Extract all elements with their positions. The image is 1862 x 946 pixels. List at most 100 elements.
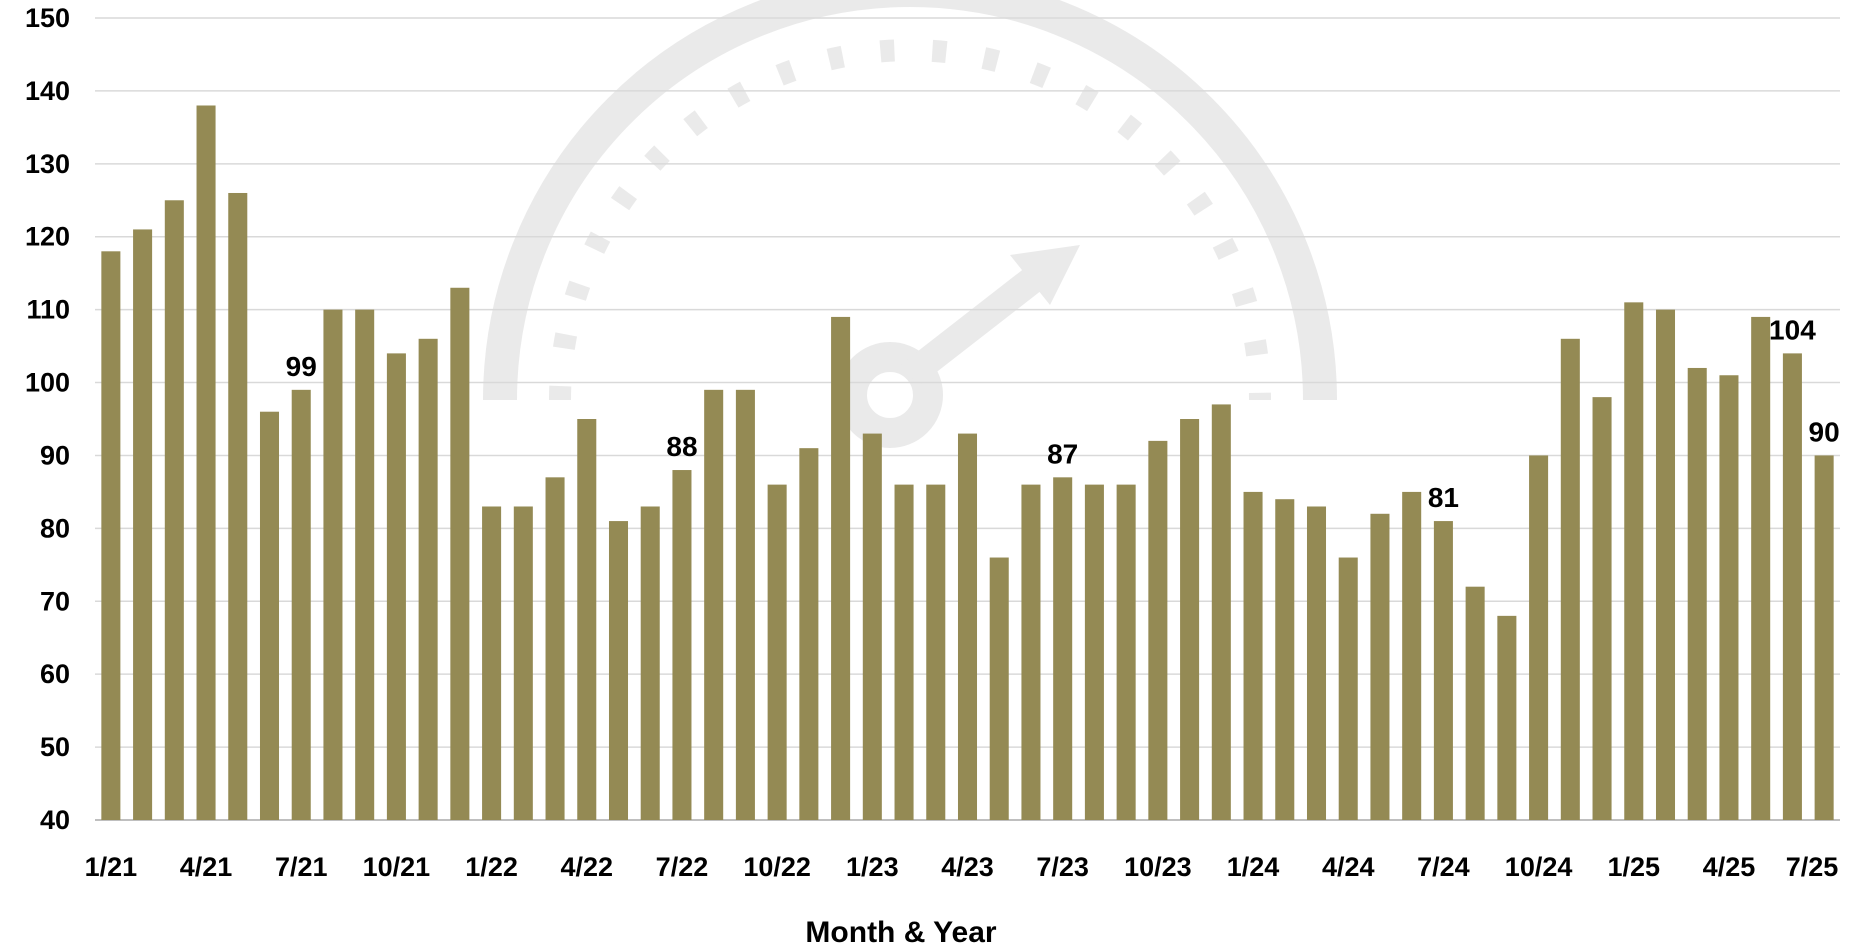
y-tick-label: 120 [25, 222, 70, 252]
bar [1370, 513, 1390, 820]
gridlines [95, 17, 1840, 821]
bar [482, 506, 502, 820]
bar [1084, 484, 1104, 820]
bar [1624, 302, 1644, 820]
x-tick-label: 10/22 [743, 852, 811, 882]
y-tick-label: 140 [25, 76, 70, 106]
bar [957, 433, 978, 820]
bar [735, 389, 755, 820]
bar [418, 338, 438, 820]
x-tick-label: 4/21 [180, 852, 233, 882]
bar [259, 411, 280, 820]
bar [1402, 491, 1422, 820]
x-axis-title: Month & Year [805, 916, 996, 946]
bar [1687, 367, 1707, 820]
bar [323, 309, 343, 820]
bar [831, 316, 851, 820]
data-label: 104 [1769, 314, 1816, 345]
bar [608, 521, 629, 820]
data-label: 81 [1428, 482, 1459, 513]
data-label: 99 [286, 351, 317, 382]
bar [926, 484, 946, 820]
bar [196, 105, 216, 820]
x-tick-label: 10/24 [1505, 852, 1573, 882]
bar [1180, 419, 1200, 820]
bar [1529, 455, 1549, 820]
x-tick-label: 4/25 [1703, 852, 1756, 882]
bars [101, 105, 1834, 821]
bar [1433, 521, 1453, 820]
bar [386, 353, 406, 820]
bar [1243, 491, 1263, 820]
bar [672, 470, 692, 820]
x-tick-label: 4/22 [560, 852, 613, 882]
y-tick-label: 130 [25, 149, 70, 179]
bar [1592, 397, 1612, 820]
y-tick-label: 110 [26, 295, 70, 325]
x-tick-label: 1/22 [465, 852, 518, 882]
bar [1306, 506, 1327, 820]
bar [1465, 586, 1485, 820]
bar [355, 309, 375, 820]
bar [545, 477, 565, 820]
x-tick-label: 7/21 [275, 852, 328, 882]
x-tick-label: 1/24 [1227, 852, 1280, 882]
bar [1211, 404, 1231, 820]
watermark-logo [483, 0, 1337, 448]
bar [450, 287, 470, 820]
bar [1560, 338, 1580, 820]
x-tick-label: 10/23 [1124, 852, 1192, 882]
bar [767, 484, 787, 820]
y-tick-label: 60 [40, 659, 70, 689]
data-labels: 99 88 87 81 104 90 [286, 314, 1840, 513]
bar [1053, 477, 1073, 820]
x-axis: 1/21 4/21 7/21 10/21 1/22 4/22 7/22 10/22 1/23 4/… [85, 852, 1839, 882]
x-tick-label: 7/22 [656, 852, 709, 882]
bar [1814, 455, 1834, 820]
bar [577, 419, 597, 820]
y-tick-label: 40 [40, 805, 70, 835]
bar [101, 251, 121, 821]
x-tick-label: 1/25 [1607, 852, 1660, 882]
bar [228, 192, 248, 820]
bar [894, 484, 914, 820]
x-tick-label: 4/24 [1322, 852, 1375, 882]
data-label: 87 [1047, 438, 1078, 469]
bar [1148, 440, 1168, 820]
y-axis: 40 50 60 70 80 90 100 110 120 130 140 150 [25, 3, 70, 835]
bar [862, 433, 882, 820]
bar [1497, 615, 1517, 820]
bar [1655, 309, 1676, 820]
bar [1338, 557, 1358, 820]
data-label: 88 [666, 431, 697, 462]
bar [640, 506, 660, 820]
x-tick-label: 1/23 [846, 852, 899, 882]
bar [704, 389, 724, 820]
x-tick-label: 1/21 [85, 852, 138, 882]
y-tick-label: 100 [25, 368, 70, 398]
y-tick-label: 50 [40, 732, 70, 762]
y-tick-label: 150 [25, 3, 70, 33]
bar [164, 200, 184, 821]
bar [1275, 499, 1295, 820]
x-tick-label: 7/23 [1036, 852, 1089, 882]
y-tick-label: 70 [40, 586, 70, 616]
x-tick-label: 7/25 [1786, 852, 1839, 882]
bar [1751, 316, 1771, 820]
x-tick-label: 7/24 [1417, 852, 1470, 882]
bar [133, 229, 153, 820]
x-tick-label: 10/21 [363, 852, 431, 882]
data-label: 90 [1809, 416, 1840, 447]
y-tick-label: 90 [40, 440, 70, 470]
bar [1021, 484, 1041, 820]
y-tick-label: 80 [40, 513, 70, 543]
bar [1116, 484, 1136, 820]
bar [1719, 375, 1739, 820]
bar [513, 506, 533, 820]
x-tick-label: 4/23 [941, 852, 994, 882]
bar [989, 557, 1009, 820]
bar [291, 389, 311, 820]
bar [1782, 353, 1802, 820]
bar [799, 448, 819, 820]
